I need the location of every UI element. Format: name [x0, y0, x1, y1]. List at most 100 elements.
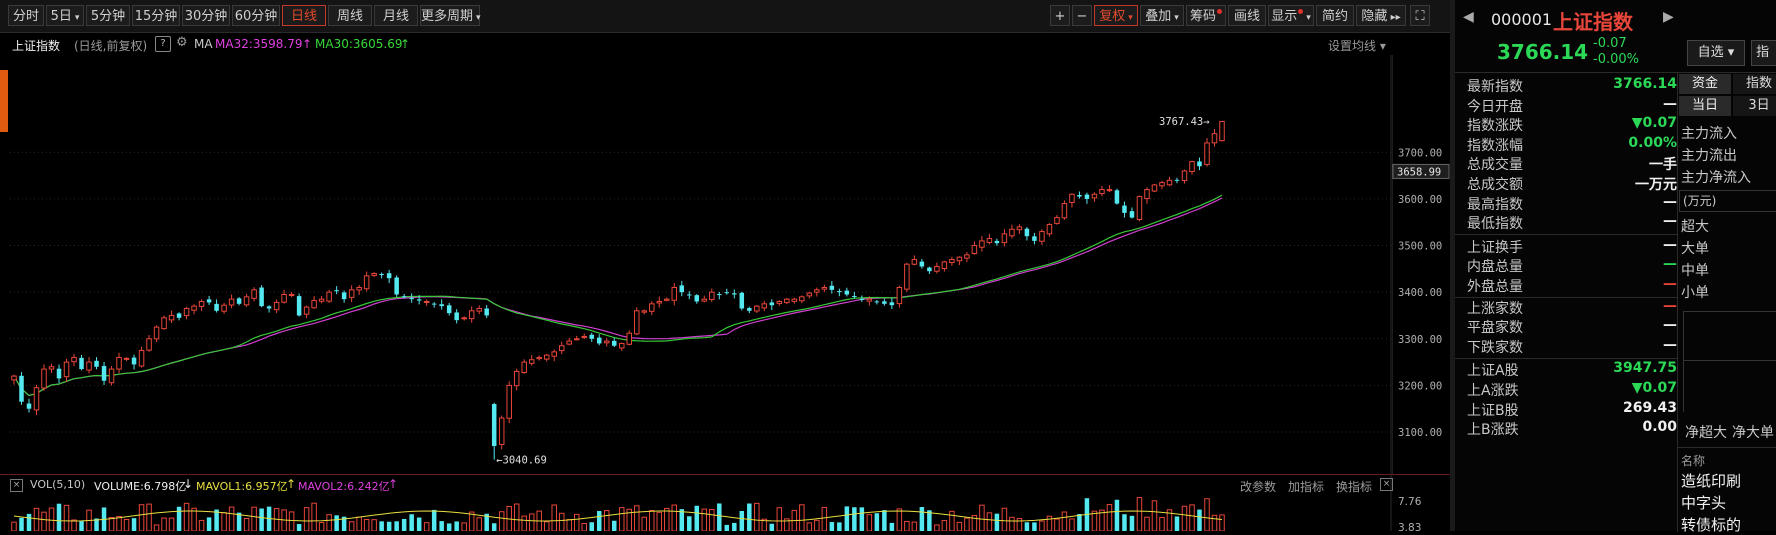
add-indicator-button[interactable]: 加指标	[1288, 480, 1325, 494]
candle-body	[934, 266, 940, 272]
quote-row-label: 今日开盘	[1467, 98, 1523, 115]
candle-body	[904, 263, 910, 290]
candle-body	[769, 302, 775, 306]
volume-bar	[1144, 516, 1150, 531]
volume-bar	[709, 508, 715, 531]
volume-bar	[236, 512, 242, 531]
period-button[interactable]: 5日 ▾	[46, 5, 84, 26]
candle-body	[1091, 193, 1098, 199]
help-icon[interactable]: ?	[155, 36, 171, 52]
candle-body	[303, 306, 310, 315]
candle-body	[243, 296, 250, 306]
watchlist-button[interactable]: 自选 ▾	[1687, 40, 1745, 66]
edit-params-button[interactable]: 改参数	[1240, 480, 1277, 494]
volume-bar	[694, 505, 700, 531]
prev-arrow-icon[interactable]: ◀	[1463, 9, 1474, 25]
candle-body	[1129, 211, 1135, 218]
ma-settings-link[interactable]: 设置均线 ▾	[1328, 39, 1386, 53]
volume-bar	[1114, 499, 1120, 531]
fullscreen-icon[interactable]: ⛶	[1410, 5, 1430, 26]
volume-bar	[168, 517, 175, 531]
volume-bar	[498, 511, 505, 531]
flow-chart-box	[1683, 311, 1776, 412]
volume-bar	[161, 517, 167, 531]
tab-net-large[interactable]: 净大单	[1732, 425, 1774, 441]
candle-body	[994, 240, 1000, 244]
volume-bar	[784, 518, 790, 531]
period-button[interactable]: 日线	[282, 5, 326, 26]
tab-net-super-large[interactable]: 净超大	[1685, 425, 1727, 441]
simple-button[interactable]: 简约	[1316, 5, 1354, 26]
candle-body	[153, 326, 160, 340]
quote-row: 外盘总量 —	[1467, 276, 1677, 295]
period-button[interactable]: 周线	[328, 5, 372, 26]
gear-icon[interactable]: ⚙	[176, 35, 188, 50]
tab-index[interactable]: 指数	[1733, 74, 1776, 94]
volume-bar	[259, 508, 264, 531]
panel-splitter[interactable]	[1450, 0, 1455, 531]
hide-button[interactable]: 隐藏 ▸▸	[1356, 5, 1406, 26]
quote-row: 最新指数 3766.14	[1467, 76, 1677, 95]
volume-bar	[649, 510, 655, 531]
volume-bar	[964, 517, 970, 531]
zoom-out-button[interactable]: −	[1072, 5, 1092, 26]
list-item[interactable]: 转债标的	[1681, 516, 1742, 534]
volume-bar	[56, 503, 62, 531]
list-item[interactable]: 造纸印刷	[1681, 472, 1742, 490]
overlay-button[interactable]: 叠加 ▾	[1140, 5, 1184, 26]
mavol1-line	[13, 510, 1223, 522]
volume-bar	[116, 515, 122, 531]
quote-row: 上证换手 —	[1467, 237, 1677, 256]
period-button[interactable]: 更多周期 ▾	[420, 5, 481, 26]
volume-bar	[844, 506, 850, 531]
display-button[interactable]: 显示 ▾	[1268, 5, 1314, 26]
candle-body	[348, 289, 355, 298]
candle-body	[341, 292, 347, 300]
period-button[interactable]: 60分钟	[232, 5, 280, 26]
candlestick-chart[interactable]: ←3040.69 3767.43→	[0, 55, 1392, 531]
candle-body	[543, 354, 550, 360]
more-button[interactable]: 指	[1751, 40, 1776, 66]
candle-body	[866, 298, 873, 302]
volume-bar	[581, 523, 587, 531]
switch-indicator-button[interactable]: 换指标	[1336, 480, 1373, 494]
candle-body	[1159, 182, 1165, 187]
candle-body	[1204, 142, 1210, 165]
period-button[interactable]: 分时	[8, 5, 44, 26]
period-button[interactable]: 月线	[374, 5, 418, 26]
candle-body	[528, 359, 535, 364]
volume-bar	[596, 510, 602, 531]
period-button[interactable]: 5分钟	[86, 5, 130, 26]
quote-row-value: 269.43	[1622, 399, 1677, 416]
tab-today[interactable]: 当日	[1679, 96, 1731, 116]
close-icon[interactable]: ×	[1380, 478, 1393, 491]
candle-body	[401, 296, 407, 298]
tab-capital[interactable]: 资金	[1679, 74, 1731, 94]
adjust-button[interactable]: 复权 ▾	[1094, 5, 1138, 26]
candle-body	[573, 338, 580, 341]
quote-row: 指数涨幅 0.00%	[1467, 135, 1677, 154]
volume-axis-tick: 7.76	[1398, 496, 1422, 508]
axis-tick-label: 3200.00	[1398, 380, 1442, 392]
chips-button[interactable]: 筹码	[1186, 5, 1226, 26]
zoom-in-button[interactable]: +	[1050, 5, 1070, 26]
candle-body	[439, 304, 444, 307]
candle-body	[506, 384, 512, 419]
next-arrow-icon[interactable]: ▶	[1663, 9, 1674, 25]
period-button[interactable]: 30分钟	[182, 5, 230, 26]
tab-3day[interactable]: 3日	[1733, 96, 1776, 116]
candle-body	[949, 259, 955, 264]
candle-body	[709, 291, 715, 300]
list-item[interactable]: 中字头	[1681, 494, 1727, 512]
close-icon[interactable]: ×	[10, 479, 23, 492]
draw-button[interactable]: 画线	[1228, 5, 1266, 26]
quote-row-value: 一万元	[1635, 177, 1677, 193]
period-button[interactable]: 15分钟	[132, 5, 180, 26]
volume-bar	[1174, 516, 1180, 531]
volume-bar	[611, 520, 617, 531]
volume-bar	[1046, 515, 1053, 531]
volume-bar	[852, 507, 857, 531]
volume-bar	[521, 515, 527, 531]
candle-body	[1024, 228, 1030, 237]
quote-row-label: 平盘家数	[1467, 320, 1523, 337]
